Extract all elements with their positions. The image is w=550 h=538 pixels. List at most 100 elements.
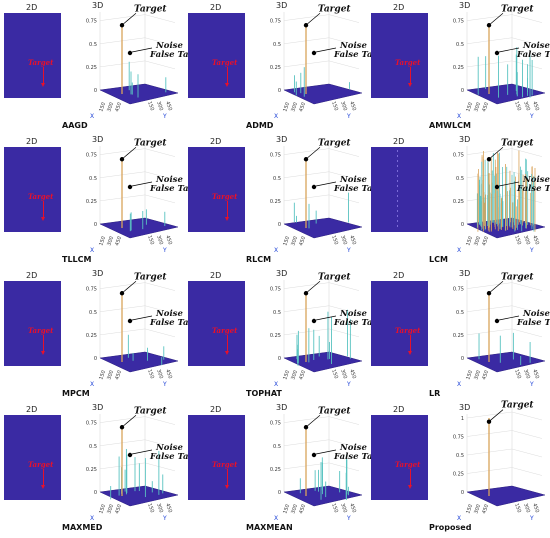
z-tick-label: 0.25 (86, 467, 97, 473)
method-panel-proposed: 2D Target 3D 0 0.25 0.5 0.75 1 Target 150 300 450 15… (367, 401, 550, 536)
y-axis-label: Y (162, 247, 167, 254)
y-tick-label: 450 (531, 235, 540, 246)
label-2d: 2D (210, 137, 222, 146)
noise-annotation: Noise (522, 309, 550, 319)
method-caption: Proposed (429, 523, 472, 532)
z-tick-label: 0.25 (270, 333, 281, 339)
y-axis-label: Y (162, 113, 167, 120)
target-annotation: Target (134, 406, 167, 416)
z-tick-label: 0.25 (86, 65, 97, 71)
target-arrow-2d (408, 67, 412, 87)
method-caption: TLLCM (62, 255, 92, 264)
image-2d (371, 13, 428, 98)
false-target-annotation: False Target (149, 184, 208, 194)
x-tick-label: 300 (290, 236, 299, 247)
x-axis-label: X (90, 515, 94, 522)
label-2d: 2D (393, 405, 405, 414)
x-axis-label: X (457, 247, 461, 254)
y-axis-label: Y (346, 515, 351, 522)
z-tick-label: 0.75 (86, 421, 97, 427)
false-target-marker (311, 184, 317, 190)
z-tick-label: 0.5 (456, 176, 464, 182)
target-annotation: Target (134, 4, 167, 14)
z-tick-label: 0.75 (270, 19, 281, 25)
target-annotation: Target (134, 138, 167, 148)
y-tick-label: 300 (155, 235, 164, 246)
x-tick-label: 450 (114, 102, 123, 113)
label-2d: 2D (26, 3, 38, 12)
y-tick-label: 450 (348, 369, 357, 380)
image-2d (4, 13, 61, 98)
label-3d: 3D (459, 403, 471, 412)
x-tick-label: 450 (481, 370, 490, 381)
x-tick-label: 300 (473, 504, 482, 515)
x-tick-label: 150 (282, 504, 291, 515)
label-2d: 2D (26, 137, 38, 146)
z-tick-label: 0.5 (89, 310, 97, 316)
y-axis-label: Y (162, 381, 167, 388)
false-target-annotation: False Target (333, 318, 392, 328)
x-tick-label: 450 (481, 102, 490, 113)
y-axis-label: Y (346, 381, 351, 388)
y-axis-label: Y (346, 247, 351, 254)
z-tick-label: 0.5 (89, 444, 97, 450)
x-axis-label: X (274, 247, 278, 254)
target-label-2d: Target (28, 192, 54, 201)
noise-annotation: Noise (339, 175, 367, 185)
label-2d: 2D (210, 271, 222, 280)
x-tick-label: 300 (106, 370, 115, 381)
method-panel-amwlcm: 2D Target 3D 0 0.25 0.5 0.75 Target Noise False T… (367, 0, 550, 134)
x-tick-label: 450 (298, 102, 307, 113)
x-tick-label: 450 (298, 504, 307, 515)
z-tick-label: 0.75 (86, 153, 97, 159)
method-panel-lr: 2D Target 3D 0 0.25 0.5 0.75 Target Noise False T… (367, 268, 550, 402)
method-caption: ADMD (246, 121, 274, 130)
method-panel-maxmed: 2D Target 3D 0 0.25 0.5 0.75 Target Noise False T… (0, 402, 208, 536)
z-tick-label: 0.25 (453, 333, 464, 339)
noise-annotation: Noise (522, 41, 550, 51)
y-tick-label: 450 (164, 369, 173, 380)
y-tick-label: 300 (339, 101, 348, 112)
target-label-2d: Target (212, 58, 238, 67)
z-tick-label: 0.5 (89, 42, 97, 48)
y-tick-label: 450 (164, 235, 173, 246)
y-tick-label: 150 (146, 101, 155, 112)
y-tick-label: 300 (522, 101, 531, 112)
target-annotation: Target (134, 272, 167, 282)
target-arrow-2d (408, 335, 412, 355)
target-arrow-2d (41, 335, 45, 355)
false-target-marker (127, 184, 133, 190)
z-tick-label: 0.5 (456, 310, 464, 316)
x-axis-label: X (90, 381, 94, 388)
z-tick-label: 0 (94, 222, 97, 228)
y-tick-label: 450 (164, 101, 173, 112)
target-arrow-2d (225, 335, 229, 355)
y-tick-label: 150 (330, 101, 339, 112)
y-tick-label: 300 (522, 235, 531, 246)
y-tick-label: 300 (155, 503, 164, 514)
false-target-annotation: False Target (516, 184, 550, 194)
label-3d: 3D (276, 135, 288, 144)
label-3d: 3D (92, 1, 104, 10)
z-tick-label: 0.75 (270, 421, 281, 427)
false-target-marker (494, 50, 500, 56)
x-axis-label: X (457, 515, 461, 522)
x-tick-label: 150 (282, 236, 291, 247)
false-target-marker (494, 318, 500, 324)
z-tick-label: 0.75 (270, 287, 281, 293)
label-3d: 3D (92, 135, 104, 144)
y-tick-label: 450 (348, 503, 357, 514)
image-2d (188, 13, 245, 98)
z-tick-label: 0 (94, 88, 97, 94)
image-2d (188, 281, 245, 366)
z-tick-label: 0.5 (273, 444, 281, 450)
y-tick-label: 300 (339, 235, 348, 246)
target-annotation: Target (501, 4, 534, 14)
y-tick-label: 150 (330, 503, 339, 514)
z-tick-label: 0.25 (453, 65, 464, 71)
